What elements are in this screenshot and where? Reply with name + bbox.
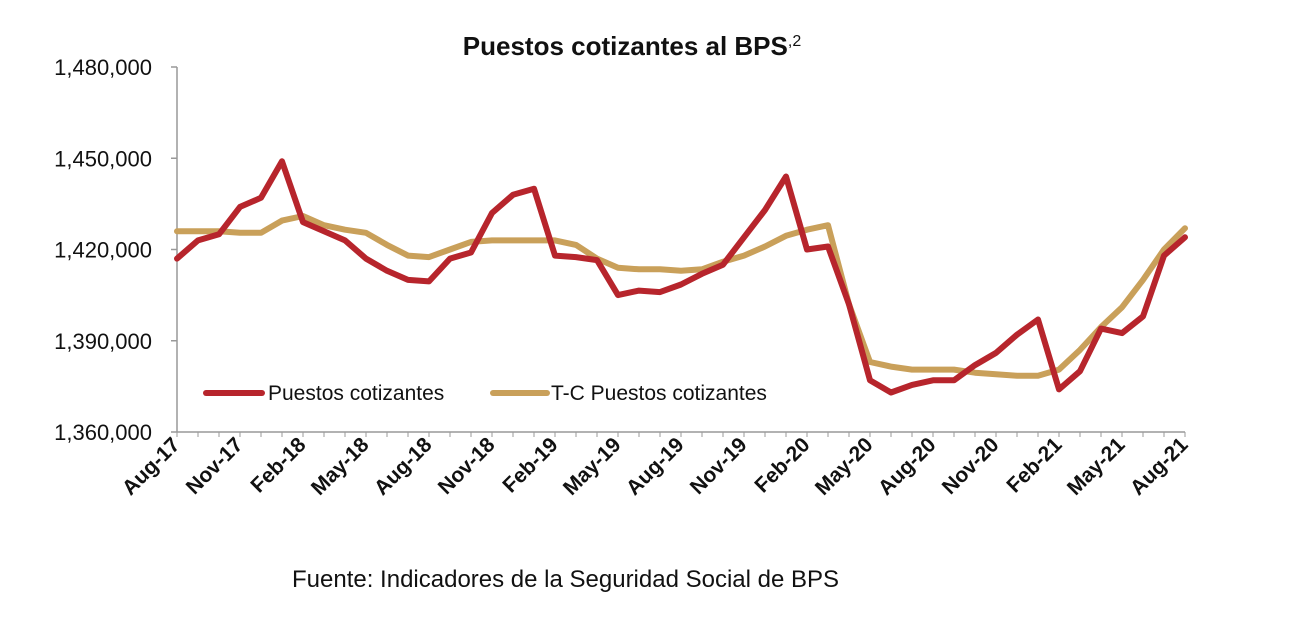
y-tick-label: 1,390,000: [54, 329, 152, 354]
x-tick-label: Aug-20: [874, 433, 941, 500]
y-tick-label: 1,360,000: [54, 420, 152, 445]
source-note: Fuente: Indicadores de la Seguridad Soci…: [292, 566, 840, 593]
x-tick-label: Feb-19: [498, 433, 562, 497]
series-lines: [174, 158, 1188, 396]
y-axis-ticks: 1,360,000 1,390,000 1,420,000 1,450,000 1,48…: [54, 55, 177, 445]
x-tick-label: May-18: [307, 433, 374, 500]
x-tick-label: Feb-20: [750, 433, 814, 497]
x-tick-label: Aug-19: [622, 433, 689, 500]
chart-title-superscript: ,2: [788, 33, 801, 50]
chart-title: Puestos cotizantes al BPS,2: [463, 31, 802, 61]
x-tick-label: Nov-20: [938, 433, 1004, 499]
x-tick-label: May-21: [1063, 433, 1130, 500]
y-tick-label: 1,420,000: [54, 238, 152, 263]
x-axis-ticks: Aug-17Nov-17Feb-18May-18Aug-18Nov-18Feb-…: [118, 432, 1193, 500]
x-tick-label: May-19: [559, 433, 626, 500]
x-tick-label: Nov-19: [686, 433, 752, 499]
series-line-1: [174, 158, 1188, 396]
series-line-2: [174, 213, 1188, 379]
y-tick-label: 1,480,000: [54, 55, 152, 80]
legend-label-1: Puestos cotizantes: [268, 382, 444, 405]
x-tick-label: Nov-17: [182, 433, 248, 499]
legend-label-2: T-C Puestos cotizantes: [551, 382, 767, 405]
y-tick-label: 1,450,000: [54, 146, 152, 171]
x-tick-label: Feb-21: [1002, 433, 1066, 497]
legend: Puestos cotizantes T-C Puestos cotizantes: [203, 382, 767, 405]
x-tick-label: Feb-18: [246, 433, 310, 497]
x-tick-label: Nov-18: [434, 433, 500, 499]
x-tick-label: Aug-21: [1126, 433, 1193, 500]
x-tick-label: Aug-18: [370, 433, 437, 500]
x-tick-label: May-20: [811, 433, 878, 500]
